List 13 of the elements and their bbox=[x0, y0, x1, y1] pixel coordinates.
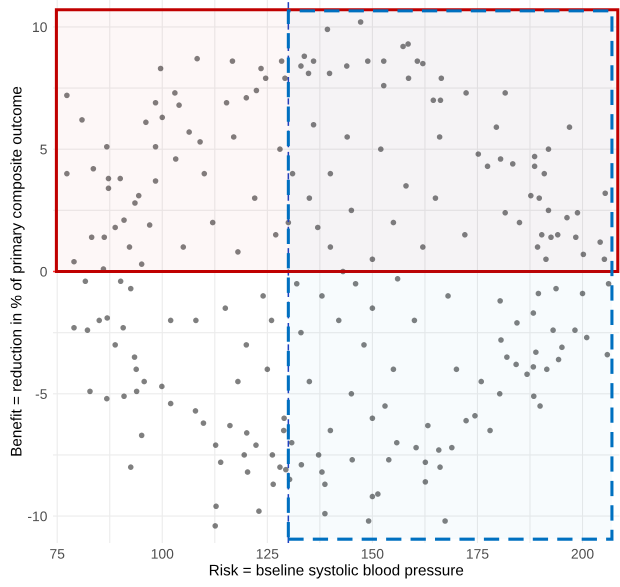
y-tick-label: -10 bbox=[28, 511, 47, 522]
y-tick-label: 5 bbox=[40, 144, 47, 154]
y-axis-title: Benefit = reduction in % of primary composite outcome bbox=[10, 86, 25, 456]
y-tick-label: 0 bbox=[40, 266, 47, 277]
x-tick-label: 175 bbox=[466, 549, 488, 559]
y-tick-label: -5 bbox=[36, 389, 47, 399]
x-axis-title: Risk = bseline systolic blood pressure bbox=[210, 564, 464, 579]
x-tick-label: 150 bbox=[362, 548, 384, 559]
x-tick-label: 200 bbox=[572, 548, 594, 559]
x-tick-label: 125 bbox=[256, 548, 278, 559]
x-tick-label: 100 bbox=[152, 548, 174, 559]
x-tick-label: 75 bbox=[50, 549, 64, 559]
y-tick-label: 10 bbox=[33, 22, 47, 32]
